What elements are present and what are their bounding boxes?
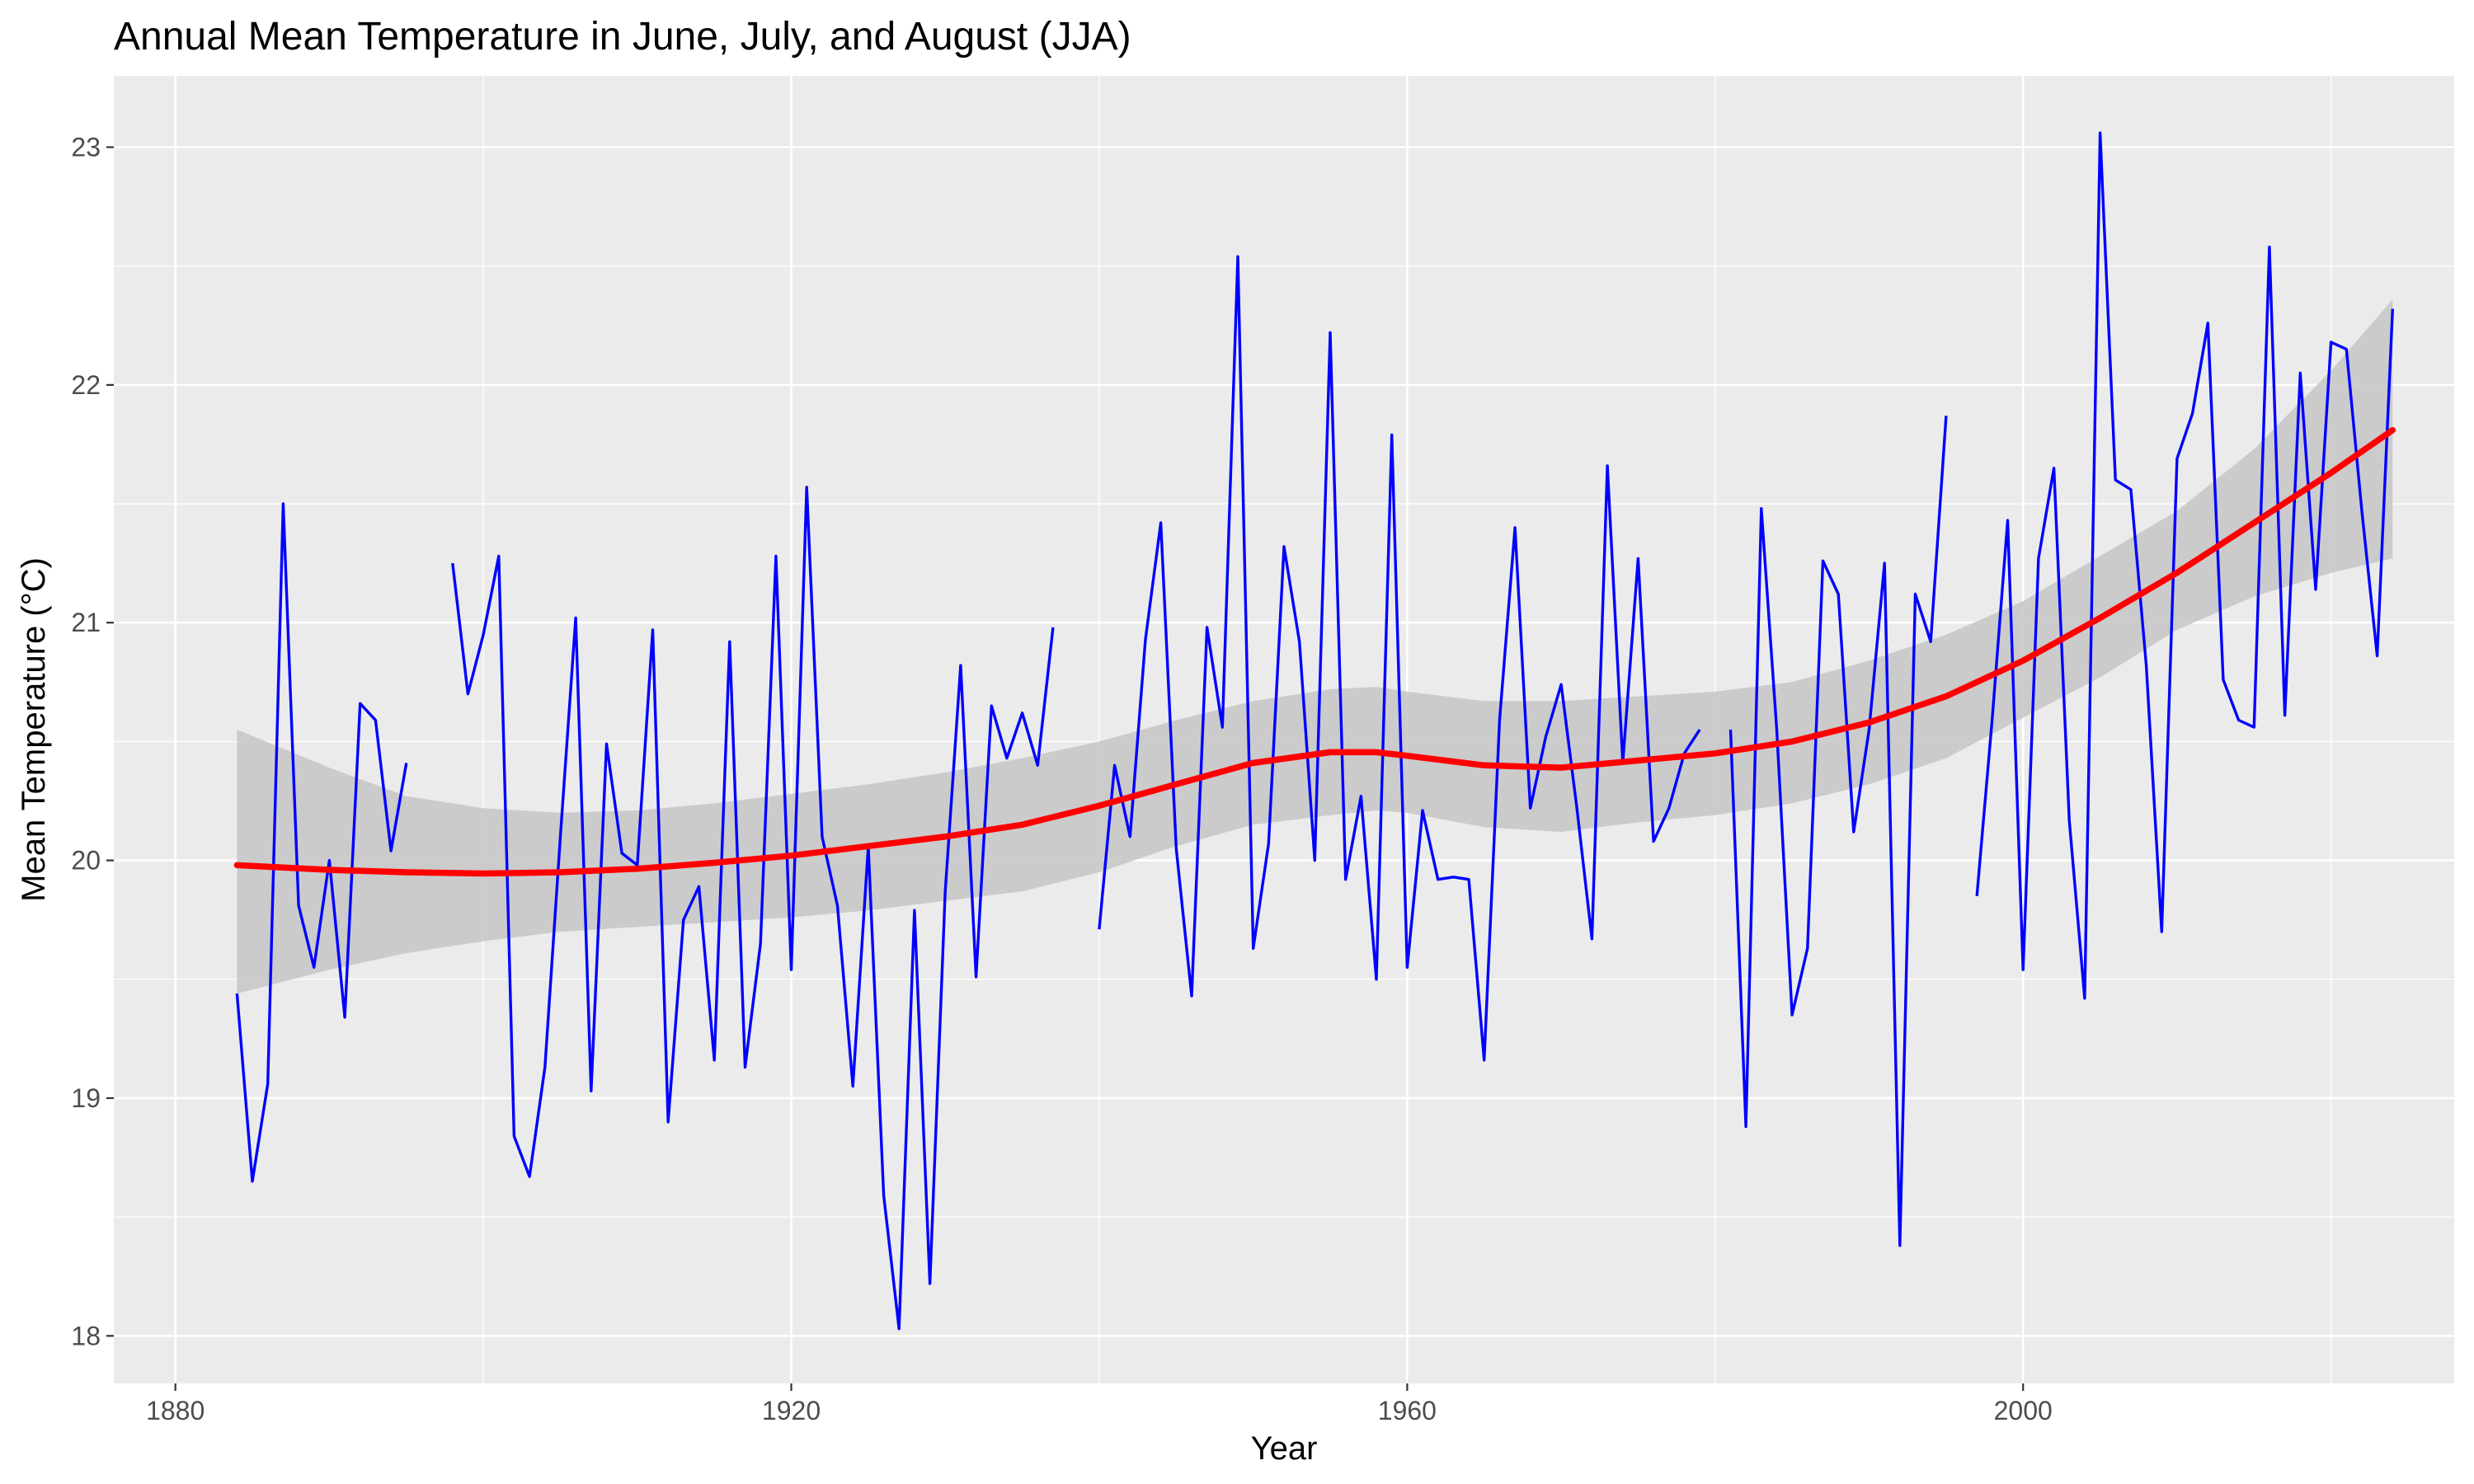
confidence-band-layer [237,299,2393,994]
x-axis: 1880 1920 1960 2000 [146,1383,2053,1425]
y-tick-label: 20 [71,846,101,876]
smooth-layer [233,426,2396,877]
y-axis: 18 19 20 21 22 23 [71,133,114,1350]
x-tick-label: 2000 [1994,1396,2053,1425]
y-tick-label: 19 [71,1083,101,1113]
y-tick-label: 23 [71,133,101,162]
series-line-temperature [235,131,2394,1331]
x-tick-label: 1960 [1378,1396,1437,1425]
series-layer [235,131,2394,1331]
y-axis-label: Mean Temperature (°C) [16,557,52,902]
y-tick-label: 21 [71,608,101,637]
chart-title: Annual Mean Temperature in June, July, a… [114,15,1131,59]
y-tick-label: 22 [71,370,101,400]
x-tick-label: 1920 [762,1396,821,1425]
confidence-band [237,299,2393,994]
smooth-trend-line [233,426,2396,877]
x-axis-label: Year [1251,1430,1318,1467]
y-tick-label: 18 [71,1321,101,1350]
x-tick-label: 1880 [146,1396,205,1425]
